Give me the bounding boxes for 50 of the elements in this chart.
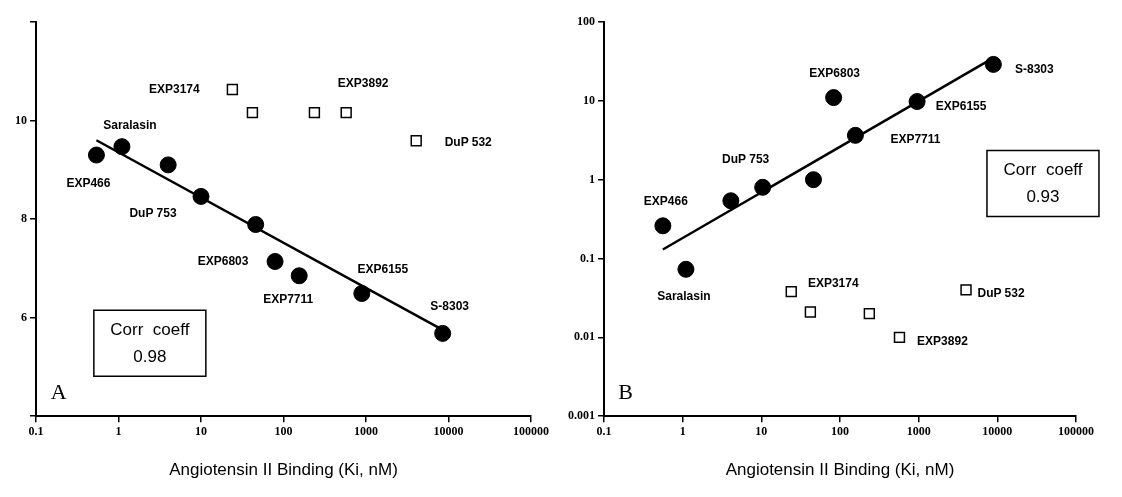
annotation: EXP7711 (263, 292, 314, 307)
annotation: EXP6155 (935, 98, 987, 113)
annotation: EXP6155 (357, 261, 409, 276)
x-tick-label: 1 (115, 424, 122, 439)
annotation: Saralasin (657, 288, 711, 303)
x-tick-label: 100000 (513, 424, 549, 439)
annotation: DuP 753 (722, 151, 770, 166)
x-tick-label: 0.1 (596, 424, 612, 439)
x-tick-label: 1000 (354, 424, 378, 439)
x-tick-label: 1000 (906, 424, 931, 439)
annotation: B (618, 379, 633, 405)
annotation: EXP7711 (890, 131, 941, 146)
y-tick-label: 6 (21, 309, 27, 324)
x-tick-label: 10 (755, 424, 768, 439)
x-tick-label: 100 (274, 424, 293, 439)
x-axis-title: Angiotensin II Binding (Ki, nM) (725, 460, 955, 480)
y-tick-label: 0.1 (580, 250, 595, 265)
annotation: 0.93 (1026, 187, 1060, 207)
annotation: S-8303 (430, 298, 470, 313)
y-tick-label: 100 (577, 14, 595, 29)
x-tick-label: 10 (195, 424, 207, 439)
x-tick-label: 10000 (433, 424, 464, 439)
annotation: EXP6803 (197, 253, 249, 268)
annotation: DuP 532 (444, 135, 493, 150)
x-tick-label: 100000 (1058, 424, 1094, 439)
annotation: A (50, 379, 67, 405)
y-tick-label: 10 (583, 92, 595, 107)
y-tick-label: 0.001 (568, 408, 595, 423)
y-tick-label: 0.01 (574, 329, 595, 344)
y-tick-label: 8 (21, 211, 27, 226)
y-tick-label: 1 (589, 171, 595, 186)
annotation: EXP466 (643, 194, 689, 209)
annotation: Saralasin (103, 117, 157, 132)
annotation: EXP3174 (807, 275, 859, 290)
annotation: Corr coeff (110, 319, 190, 339)
annotation: EXP3892 (917, 333, 969, 348)
annotation: DuP 753 (129, 205, 177, 220)
annotation: EXP3174 (149, 81, 201, 96)
x-axis-title: Angiotensin II Binding (Ki, nM) (169, 460, 398, 480)
annotation: DuP 532 (977, 286, 1025, 301)
annotation: EXP466 (66, 176, 111, 191)
annotation: EXP3892 (337, 75, 389, 90)
x-tick-label: 10000 (982, 424, 1013, 439)
annotation: EXP6803 (809, 65, 861, 80)
annotation: S-8303 (1015, 61, 1055, 76)
x-tick-label: 1 (679, 424, 686, 439)
annotation: Corr coeff (1003, 160, 1083, 180)
y-tick-label: 10 (15, 112, 27, 127)
x-tick-label: 100 (831, 424, 849, 439)
annotation: 0.98 (133, 346, 167, 366)
